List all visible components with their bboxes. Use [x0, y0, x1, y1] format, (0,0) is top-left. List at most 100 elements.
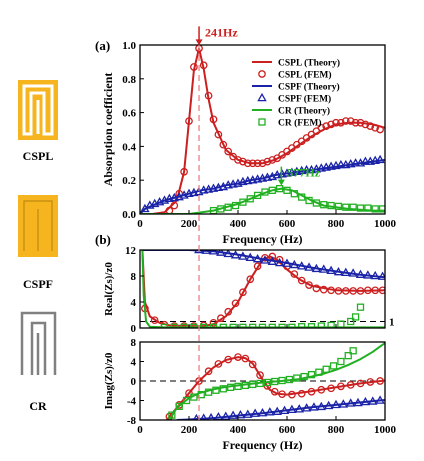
y-tick-label: 1.0: [122, 40, 136, 52]
circle-marker: [190, 63, 198, 71]
square-marker: [371, 205, 379, 213]
triangle-marker: [311, 263, 322, 273]
square-marker: [315, 368, 323, 376]
triangle-marker: [199, 413, 208, 420]
square-marker: [349, 203, 357, 211]
circle-marker: [239, 157, 247, 166]
legend-square-swatch: [258, 118, 266, 126]
triangle-marker: [257, 408, 268, 417]
triangle-marker: [228, 179, 238, 188]
x-tick-label: 1000: [374, 218, 397, 230]
series-line-2: [142, 250, 385, 279]
triangle-marker: [316, 401, 327, 411]
x-tick-label: 400: [230, 218, 247, 230]
y-tick-label: 0.4: [122, 141, 136, 153]
square-marker: [182, 396, 191, 405]
plot-frame: [139, 44, 386, 215]
imag-impedance-chart: -8 -4 0 4 8 0 200 400 600 800 1000 Frequency (Hz) Im…: [103, 337, 397, 452]
square-marker: [224, 203, 232, 211]
y-axis-label: Real(Zs)/z0: [103, 262, 115, 316]
triangle-marker: [287, 404, 297, 414]
x-tick-label: 800: [328, 218, 345, 230]
legend-circle-swatch: [258, 70, 266, 78]
circle-marker: [217, 314, 225, 323]
square-marker: [327, 321, 335, 328]
circle-marker: [231, 299, 240, 308]
circle-marker: [305, 281, 313, 289]
circle-marker: [239, 288, 247, 297]
circle-marker: [278, 390, 286, 399]
square-marker: [378, 205, 385, 213]
circle-marker: [290, 270, 299, 278]
square-marker: [300, 372, 308, 381]
circle-marker: [366, 378, 375, 386]
triangle-marker: [368, 396, 378, 405]
plot-frame: [139, 249, 386, 329]
triangle-marker: [301, 403, 312, 412]
square-marker: [329, 362, 338, 370]
triangle-marker: [360, 156, 371, 165]
circle-marker: [214, 360, 223, 368]
triangle-marker: [319, 264, 329, 273]
square-marker: [337, 357, 345, 366]
circle-marker: [378, 286, 385, 295]
square-marker: [190, 393, 198, 401]
triangle-marker: [208, 183, 219, 192]
series-line-2: [140, 158, 385, 214]
triangle-marker: [296, 261, 307, 270]
circle-marker: [366, 122, 375, 130]
triangle-marker: [198, 185, 209, 194]
circle-marker: [376, 377, 384, 385]
triangle-marker: [230, 250, 241, 259]
circle-marker: [337, 382, 345, 391]
circle-marker: [297, 389, 306, 398]
triangle-marker: [267, 256, 278, 265]
triangle-marker: [262, 172, 273, 181]
triangle-marker: [363, 270, 373, 279]
reference-line-label: 1: [389, 317, 395, 329]
x-tick-label: 1000: [374, 424, 397, 436]
circle-marker: [297, 276, 306, 285]
square-marker: [334, 202, 343, 211]
square-marker: [322, 365, 330, 373]
triangle-marker: [348, 268, 358, 277]
series-line-0: [140, 48, 385, 214]
triangle-marker: [326, 265, 336, 275]
annotation-arrowhead: [195, 39, 203, 46]
square-marker: [253, 191, 262, 200]
annotation-label-0: 241Hz: [205, 25, 238, 39]
square-marker: [249, 380, 257, 389]
y-tick-label: 0.0: [122, 209, 136, 221]
triangle-marker: [323, 400, 334, 410]
triangle-marker: [184, 188, 194, 197]
y-tick-label: 0.6: [122, 108, 136, 120]
circle-marker: [371, 123, 380, 132]
triangle-marker: [235, 409, 246, 419]
triangle-marker: [311, 164, 322, 173]
square-marker: [175, 402, 183, 411]
absorption-coefficient-chart: 0.0 0.2 0.4 0.6 0.8 1.0 0 200 400 600 800 1000 Frequ…: [101, 25, 397, 246]
triangle-marker: [345, 159, 356, 168]
triangle-marker: [279, 405, 290, 414]
x-tick-label: 600: [279, 218, 296, 230]
circle-marker: [258, 159, 267, 168]
triangle-marker: [228, 410, 238, 419]
circle-marker: [346, 117, 355, 125]
cspl-slit-icon: [18, 80, 58, 140]
chart-legend: CSPL (Theory)CSPL (FEM)CSPF (Theory)CSPF…: [252, 58, 340, 129]
circle-marker: [337, 118, 345, 127]
square-marker: [349, 347, 357, 355]
circle-marker: [376, 125, 384, 134]
y-tick-label: 12: [125, 245, 137, 257]
triangle-marker: [287, 167, 297, 176]
x-axis-label: Frequency (Hz): [222, 232, 302, 246]
legend-label-5: CR (FEM): [278, 118, 322, 129]
square-marker: [290, 190, 299, 198]
annotation-arrowhead: [277, 179, 285, 186]
triangle-marker: [216, 250, 226, 256]
square-marker: [285, 375, 294, 384]
square-marker: [246, 195, 254, 203]
y-tick-label: 4: [131, 297, 137, 309]
series-line-2: [176, 399, 385, 420]
circle-marker: [317, 385, 326, 394]
